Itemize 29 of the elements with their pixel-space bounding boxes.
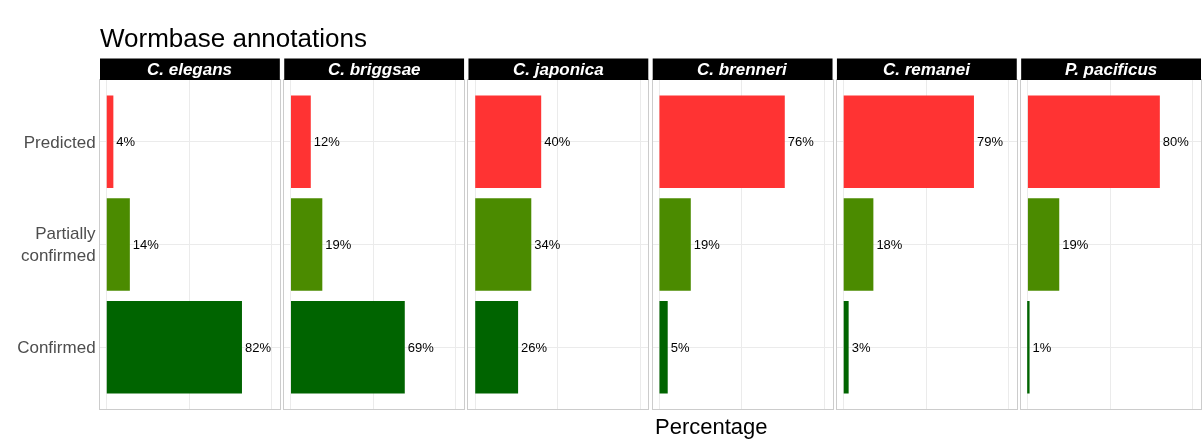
data-label: 14% <box>132 237 160 252</box>
data-label: 79% <box>976 134 1004 150</box>
chart-title: C. elegans <box>147 60 233 79</box>
data-label: 1% <box>1032 339 1052 355</box>
data-label: 34% <box>534 237 561 252</box>
data-label: 19% <box>325 237 352 252</box>
y-tick-label: Confirmed <box>17 338 96 358</box>
data-label: 18% <box>876 237 903 252</box>
data-label: 19% <box>693 237 721 252</box>
data-label: 80% <box>1162 134 1190 150</box>
data-label: 19% <box>1062 237 1089 252</box>
data-label: 4% <box>116 134 136 150</box>
chart-title: C. japonica <box>513 60 604 79</box>
data-label: 76% <box>787 134 815 150</box>
y-tick-label: Predicted <box>23 132 96 152</box>
chart-title: C. briggsae <box>328 60 421 79</box>
data-label: 5% <box>670 339 690 355</box>
data-label: 26% <box>521 339 548 355</box>
data-label: 3% <box>851 339 871 355</box>
x-axis-title: Percentage <box>655 414 768 439</box>
data-label: 82% <box>244 339 272 355</box>
y-tick-label: Partially confirmed <box>20 224 97 266</box>
chart-title: C. brenneri <box>697 60 789 79</box>
text: Wormbase annotations <box>100 23 367 53</box>
chart-title: C. remanei <box>883 60 972 79</box>
data-label: 40% <box>544 134 571 150</box>
chart-title: P. pacificus <box>1065 60 1158 79</box>
data-label: 12% <box>313 134 341 150</box>
data-label: 69% <box>407 339 435 355</box>
